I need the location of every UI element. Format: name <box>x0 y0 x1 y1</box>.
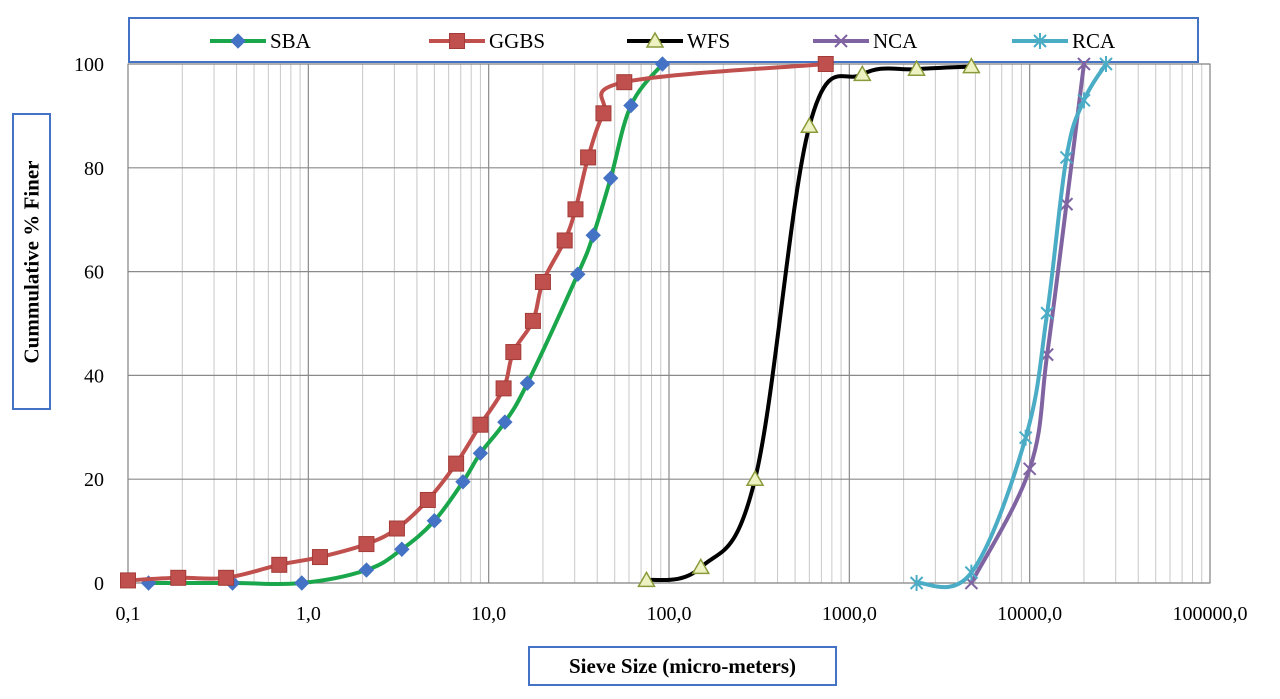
data-point-square <box>120 572 136 589</box>
data-point-asterisk <box>1059 149 1074 166</box>
data-point-triangle <box>645 31 665 48</box>
data-point-square <box>505 344 522 361</box>
data-point-x <box>1022 462 1037 476</box>
data-point-square <box>616 74 633 91</box>
data-point-square <box>358 536 375 553</box>
data-point-square <box>448 455 465 472</box>
legend: SBA GGBS WFS NCA RCA <box>210 29 1116 53</box>
data-point-triangle <box>745 469 765 486</box>
data-point-diamond <box>230 33 246 49</box>
data-point-diamond <box>519 375 536 391</box>
data-point-square <box>472 416 489 433</box>
data-point-diamond <box>472 445 489 461</box>
x-tick-label: 100,0 <box>647 603 692 625</box>
data-point-square <box>817 56 834 72</box>
marker-stroke <box>1022 462 1037 476</box>
x-tick-label: 100000,0 <box>1173 603 1248 625</box>
x-axis-label: Sieve Size (micro-meters) <box>568 654 796 678</box>
data-point-asterisk <box>1033 33 1047 49</box>
data-point-asterisk <box>1018 429 1033 446</box>
data-point-diamond <box>602 170 619 186</box>
legend-label: GGBS <box>489 29 545 53</box>
legend-label: WFS <box>687 29 730 53</box>
marker-stroke <box>834 34 848 48</box>
data-point-asterisk <box>964 564 979 581</box>
x-tick-label: 1000,0 <box>822 603 877 625</box>
data-point-triangle <box>691 557 711 575</box>
y-tick-label: 100 <box>74 54 104 76</box>
data-point-square <box>580 149 597 166</box>
data-point-triangle <box>853 64 872 82</box>
data-point-diamond <box>455 474 471 490</box>
y-tick-label: 0 <box>94 573 104 595</box>
legend-item-rca: RCA <box>1012 29 1116 53</box>
data-point-x <box>1077 57 1091 71</box>
data-point-square <box>524 312 541 329</box>
data-point-asterisk <box>1040 305 1054 322</box>
legend-label: RCA <box>1072 29 1116 53</box>
y-tick-label: 40 <box>84 365 104 387</box>
data-point-diamond <box>585 227 601 243</box>
data-point-diamond <box>294 575 310 591</box>
data-point-triangle <box>800 116 819 134</box>
x-axis-label-box: Sieve Size (micro-meters) <box>528 646 837 686</box>
data-point-triangle <box>907 59 926 76</box>
legend-item-ggbs: GGBS <box>429 29 545 53</box>
data-point-diamond <box>358 562 375 578</box>
y-axis-label-box: Cummulative % Finer <box>12 113 51 410</box>
data-point-asterisk <box>1077 92 1091 109</box>
legend-label: NCA <box>873 29 918 53</box>
data-point-square <box>170 569 187 586</box>
data-point-diamond <box>654 56 671 72</box>
data-point-asterisk <box>1099 56 1113 72</box>
series-line-sba <box>148 62 665 587</box>
data-point-square <box>495 380 512 397</box>
marker-stroke <box>1059 197 1074 211</box>
series-line-ggbs <box>127 62 826 583</box>
data-point-asterisk <box>909 575 924 591</box>
data-point-square <box>271 556 288 573</box>
data-point-diamond <box>623 97 639 114</box>
data-point-square <box>556 232 573 249</box>
y-tick-label: 20 <box>84 469 104 491</box>
marker-stroke <box>964 576 979 590</box>
y-tick-label: 80 <box>84 158 104 180</box>
x-tick-label: 0,1 <box>116 603 141 625</box>
data-point-square <box>534 273 551 290</box>
series-sba <box>140 56 671 591</box>
data-point-square <box>419 491 436 508</box>
data-point-diamond <box>570 266 586 282</box>
legend-label: SBA <box>270 29 312 53</box>
series-ggbs <box>120 56 834 589</box>
series-wfs <box>637 57 981 588</box>
series-line-nca <box>969 63 1086 584</box>
x-tick-label: 10,0 <box>471 603 506 625</box>
data-point-square <box>595 105 612 122</box>
x-tick-label: 10000,0 <box>997 603 1062 625</box>
series-rca <box>909 56 1113 591</box>
data-point-square <box>218 569 235 586</box>
series-line-wfs <box>646 64 972 583</box>
data-point-square <box>388 520 405 537</box>
data-point-square <box>567 201 584 218</box>
data-point-diamond <box>426 513 443 529</box>
data-point-triangle <box>637 570 656 588</box>
data-point-square <box>311 549 328 566</box>
legend-item-sba: SBA <box>210 29 312 53</box>
data-point-diamond <box>497 414 513 430</box>
legend-item-nca: NCA <box>813 29 918 53</box>
legend-item-wfs: WFS <box>627 29 730 53</box>
data-point-triangle <box>962 57 981 74</box>
data-point-diamond <box>394 541 410 557</box>
y-tick-label: 60 <box>84 262 104 284</box>
marker-stroke <box>1077 57 1091 71</box>
data-point-x <box>834 34 848 48</box>
x-tick-label: 1,0 <box>296 603 321 625</box>
data-point-square <box>449 33 465 49</box>
